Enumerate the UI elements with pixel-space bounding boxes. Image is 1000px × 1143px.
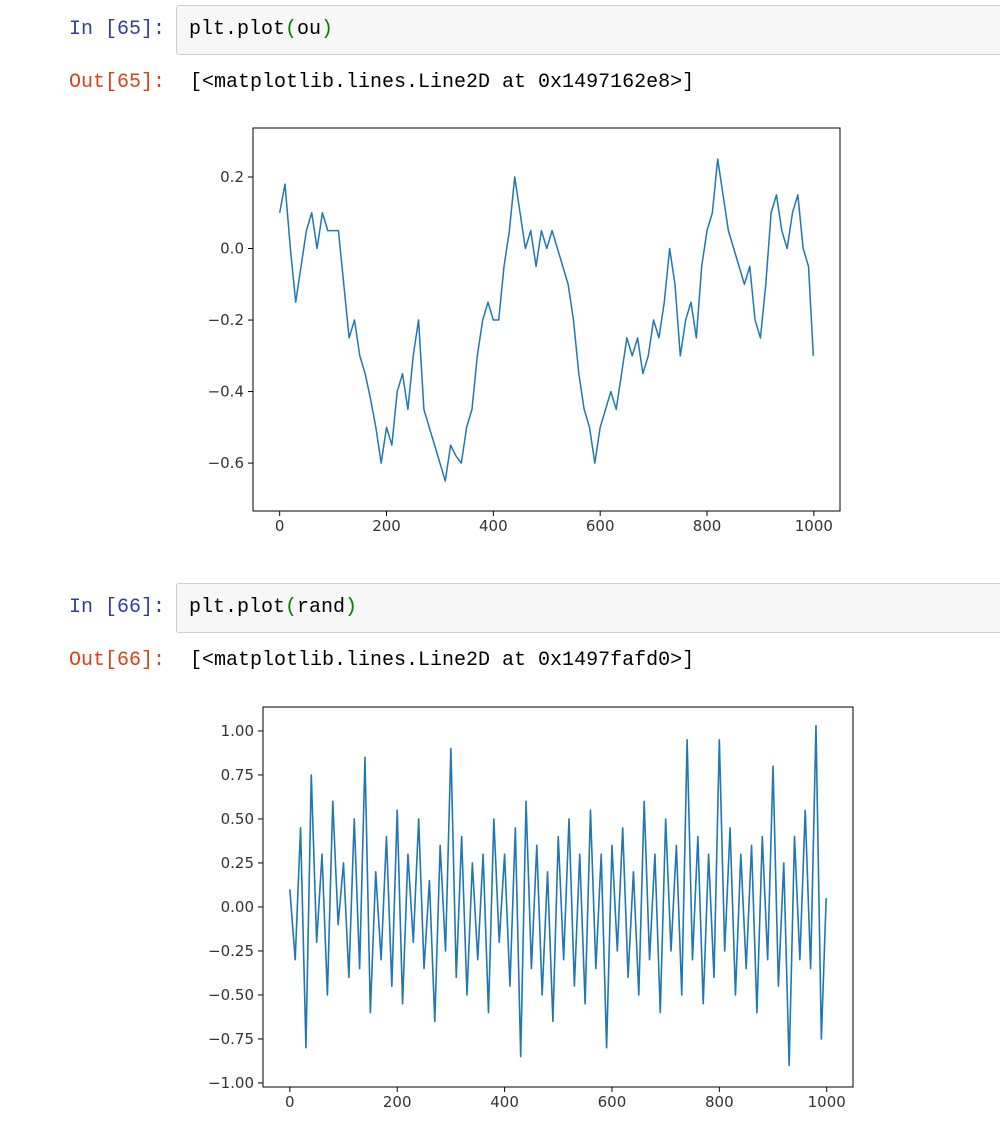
y-tick-label: 0.0 bbox=[220, 240, 244, 258]
y-tick-label: −0.50 bbox=[208, 986, 254, 1004]
y-tick-label: 1.00 bbox=[221, 722, 254, 740]
y-tick-label: 0.50 bbox=[221, 810, 254, 828]
x-tick-label: 200 bbox=[383, 1093, 412, 1111]
code: plt.plot(rand) bbox=[189, 596, 357, 619]
y-tick-label: −1.00 bbox=[208, 1074, 254, 1092]
y-tick-label: −0.75 bbox=[208, 1030, 254, 1048]
input-prompt: In [66]: bbox=[68, 596, 165, 619]
code-token: ) bbox=[345, 596, 358, 619]
x-tick-label: 200 bbox=[372, 517, 401, 535]
code-token: plt.plot bbox=[189, 18, 286, 41]
input-prompt: In [65]: bbox=[68, 18, 165, 41]
x-tick-label: 1000 bbox=[795, 517, 833, 535]
output-text: [<matplotlib.lines.Line2D at 0x1497fafd0… bbox=[190, 649, 695, 672]
x-tick-label: 800 bbox=[693, 517, 722, 535]
axes-frame bbox=[262, 706, 854, 1088]
y-tick-label: −0.2 bbox=[208, 311, 244, 329]
code-token: ( bbox=[285, 596, 298, 619]
y-tick-label: 0.2 bbox=[220, 168, 244, 186]
y-tick-label: 0.00 bbox=[221, 898, 254, 916]
output-prompt: Out[65]: bbox=[68, 71, 165, 94]
output-prompt: Out[66]: bbox=[68, 649, 165, 672]
y-tick-label: −0.6 bbox=[208, 454, 244, 472]
code-token: plt.plot bbox=[189, 596, 286, 619]
code-cell[interactable]: plt.plot(ou) bbox=[176, 5, 1000, 55]
x-tick-label: 400 bbox=[479, 517, 508, 535]
x-tick-label: 600 bbox=[586, 517, 615, 535]
code: plt.plot(ou) bbox=[189, 18, 333, 41]
x-tick-label: 0 bbox=[275, 517, 285, 535]
y-tick-label: 0.75 bbox=[221, 766, 254, 784]
y-tick-label: 0.25 bbox=[221, 854, 254, 872]
code-token: ou bbox=[297, 18, 322, 41]
x-tick-label: 0 bbox=[285, 1093, 295, 1111]
x-tick-label: 600 bbox=[598, 1093, 627, 1111]
axes-frame bbox=[252, 127, 841, 512]
x-tick-label: 800 bbox=[705, 1093, 734, 1111]
code-cell[interactable]: plt.plot(rand) bbox=[176, 583, 1000, 633]
code-token: ) bbox=[321, 18, 334, 41]
code-token: ( bbox=[285, 18, 298, 41]
data-line bbox=[289, 724, 827, 1067]
x-tick-label: 1000 bbox=[808, 1093, 846, 1111]
data-line bbox=[278, 158, 815, 482]
y-tick-label: −0.25 bbox=[208, 942, 254, 960]
code-token: rand bbox=[297, 596, 346, 619]
x-tick-label: 400 bbox=[490, 1093, 519, 1111]
y-tick-label: −0.4 bbox=[208, 383, 244, 401]
output-text: [<matplotlib.lines.Line2D at 0x1497162e8… bbox=[190, 71, 695, 94]
